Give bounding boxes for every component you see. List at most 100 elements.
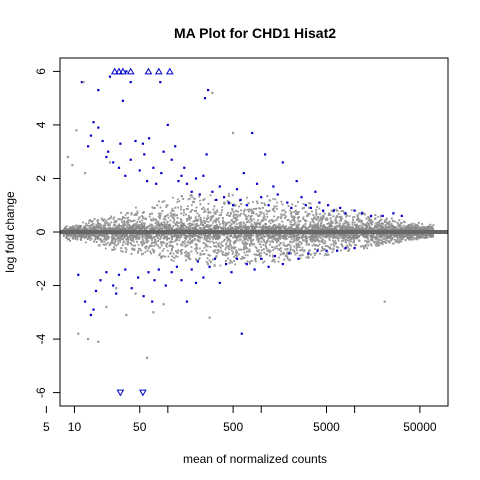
cloud-point bbox=[313, 216, 316, 218]
cloud-point bbox=[139, 241, 142, 243]
cloud-point bbox=[368, 228, 371, 231]
cloud-point bbox=[308, 250, 310, 252]
cloud-point bbox=[270, 237, 273, 240]
cloud-point bbox=[203, 211, 206, 213]
cloud-point bbox=[152, 241, 155, 244]
cloud-point bbox=[348, 215, 351, 218]
cloud-point bbox=[144, 247, 147, 250]
cloud-point bbox=[72, 236, 75, 238]
cloud-point bbox=[314, 254, 316, 257]
cloud-point bbox=[115, 238, 118, 241]
cloud-point bbox=[271, 239, 273, 242]
cloud-point bbox=[172, 196, 174, 199]
cloud-point bbox=[300, 249, 303, 251]
cloud-point bbox=[189, 197, 191, 200]
cloud-point bbox=[368, 227, 371, 230]
cloud-point bbox=[263, 241, 266, 243]
cloud-point bbox=[107, 222, 110, 225]
cloud-point bbox=[158, 254, 161, 257]
cloud-point bbox=[213, 264, 216, 266]
cloud-point bbox=[363, 224, 366, 226]
cloud-point bbox=[254, 208, 257, 210]
cloud-point bbox=[289, 249, 292, 252]
cloud-point bbox=[258, 213, 261, 216]
cloud-point bbox=[266, 249, 269, 252]
cloud-point bbox=[330, 243, 332, 246]
cloud-point bbox=[308, 202, 310, 204]
cloud-point bbox=[369, 225, 371, 228]
cloud-point bbox=[284, 217, 286, 219]
cloud-point bbox=[90, 220, 92, 222]
cloud-point bbox=[124, 250, 127, 253]
cloud-point bbox=[126, 217, 129, 219]
cloud-point bbox=[176, 201, 179, 203]
cloud-point bbox=[152, 249, 155, 252]
cloud-point bbox=[173, 219, 176, 222]
cloud-point bbox=[171, 238, 173, 240]
cloud-point bbox=[178, 228, 181, 230]
cloud-point bbox=[189, 226, 192, 229]
cloud-point bbox=[97, 227, 100, 230]
cloud-point bbox=[205, 220, 208, 223]
cloud-point bbox=[117, 218, 120, 220]
cloud-point bbox=[292, 240, 295, 243]
cloud-point bbox=[188, 235, 191, 237]
cloud-point bbox=[316, 216, 319, 219]
cloud-point bbox=[302, 239, 305, 241]
cloud-point bbox=[246, 254, 249, 257]
cloud-point bbox=[397, 241, 400, 244]
cloud-point bbox=[121, 218, 123, 221]
cloud-point bbox=[281, 252, 284, 255]
cloud-point bbox=[242, 224, 245, 227]
cloud-point bbox=[158, 217, 161, 220]
cloud-point bbox=[245, 238, 248, 240]
cloud-point bbox=[364, 239, 366, 242]
cloud-point bbox=[332, 215, 335, 218]
cloud-point bbox=[385, 221, 388, 224]
cloud-point bbox=[272, 241, 275, 243]
cloud-point bbox=[241, 257, 244, 260]
cloud-point bbox=[165, 245, 168, 248]
cloud-point bbox=[402, 235, 405, 237]
cloud-point bbox=[125, 248, 128, 251]
cloud-point bbox=[280, 247, 283, 249]
cloud-point bbox=[349, 227, 352, 229]
cloud-point bbox=[242, 212, 245, 215]
cloud-point bbox=[416, 224, 419, 227]
cloud-point bbox=[399, 222, 402, 224]
cloud-point bbox=[179, 221, 182, 224]
cloud-point bbox=[242, 221, 245, 224]
cloud-point bbox=[257, 254, 259, 256]
cloud-point bbox=[94, 238, 96, 241]
cloud-point bbox=[367, 216, 370, 219]
cloud-point bbox=[203, 221, 206, 224]
cloud-point bbox=[358, 239, 360, 242]
cloud-point bbox=[134, 244, 136, 247]
cloud-point bbox=[295, 242, 298, 245]
cloud-point bbox=[248, 208, 250, 211]
cloud-point bbox=[391, 220, 394, 222]
cloud-point bbox=[132, 220, 134, 223]
cloud-point bbox=[258, 207, 261, 209]
cloud-point bbox=[125, 238, 127, 241]
cloud-point bbox=[283, 258, 286, 261]
cloud-point bbox=[385, 239, 388, 241]
cloud-point bbox=[149, 213, 151, 215]
cloud-point bbox=[214, 212, 217, 215]
cloud-point bbox=[273, 246, 276, 249]
cloud-point bbox=[289, 244, 292, 247]
cloud-point bbox=[126, 219, 129, 222]
cloud-point bbox=[336, 215, 338, 217]
cloud-point bbox=[217, 238, 219, 241]
cloud-point bbox=[171, 213, 174, 216]
cloud-point bbox=[376, 227, 379, 229]
cloud-point bbox=[203, 246, 206, 249]
cloud-point bbox=[299, 220, 302, 222]
cloud-point bbox=[297, 217, 300, 220]
cloud-point bbox=[165, 204, 168, 207]
cloud-point bbox=[148, 215, 151, 218]
cloud-point bbox=[234, 241, 237, 244]
cloud-point bbox=[119, 236, 122, 239]
cloud-point bbox=[365, 240, 368, 243]
cloud-point bbox=[69, 226, 72, 228]
